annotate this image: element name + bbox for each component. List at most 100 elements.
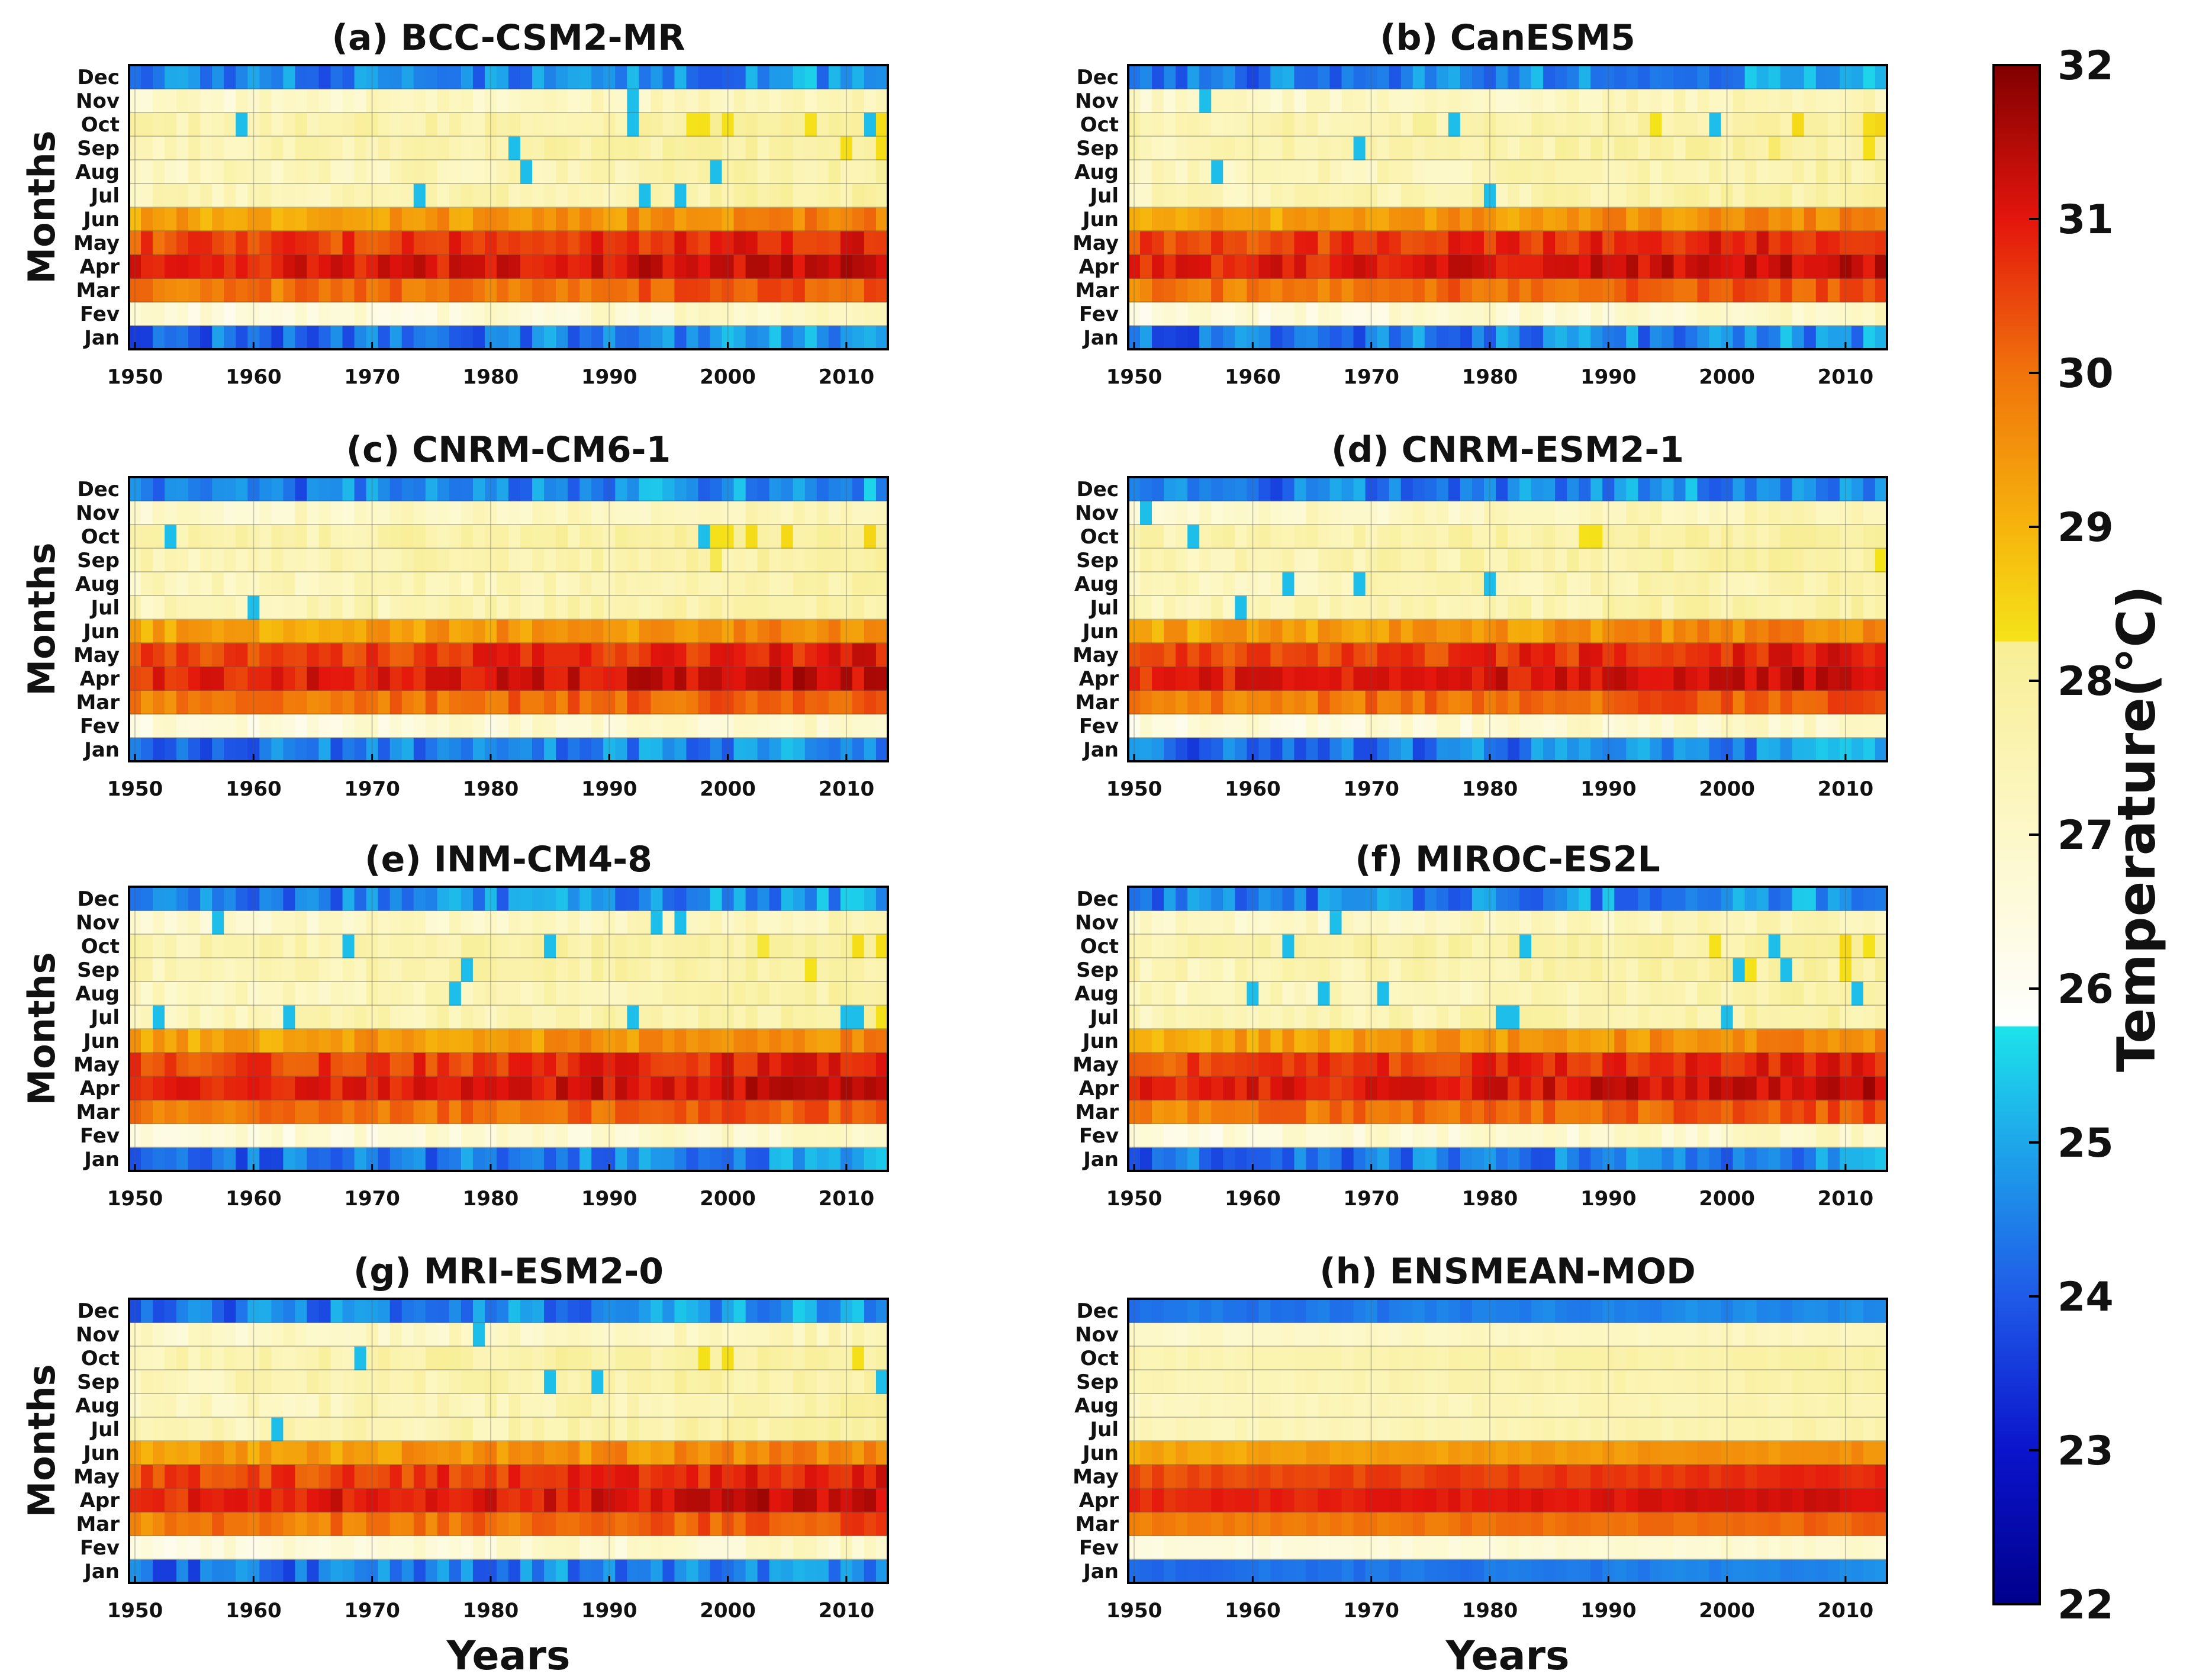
heatmap-cell [484, 548, 497, 572]
heatmap-cell [698, 690, 711, 715]
heatmap-cell [318, 1100, 331, 1124]
heatmap-cell [1697, 981, 1710, 1006]
heatmap-cell [1555, 326, 1567, 350]
heatmap-cell [1851, 302, 1864, 326]
heatmap-cell [212, 1076, 224, 1100]
heatmap-cell [1875, 1005, 1888, 1029]
heatmap-cell [508, 738, 521, 762]
heatmap-cell [366, 714, 379, 738]
heatmap-cell [544, 65, 556, 89]
heatmap-cell [1247, 887, 1259, 911]
heatmap-cell [165, 160, 177, 184]
heatmap-cell [639, 690, 651, 715]
heatmap-cell [236, 934, 248, 958]
heatmap-cell [165, 477, 177, 501]
heatmap-cell [354, 207, 367, 231]
heatmap-cell [200, 548, 212, 572]
heatmap-cell [698, 887, 711, 911]
heatmap-cell [733, 910, 746, 935]
heatmap-cell [1543, 738, 1556, 762]
heatmap-cell [472, 619, 485, 643]
heatmap-cell [271, 89, 284, 113]
heatmap-cell [1709, 738, 1722, 762]
heatmap-cell [165, 1417, 177, 1441]
heatmap-cell [141, 1417, 153, 1441]
heatmap-cell [271, 184, 284, 208]
heatmap-cell [496, 184, 509, 208]
heatmap-cell [1602, 1076, 1615, 1100]
heatmap-cell [615, 667, 627, 691]
heatmap-cell [295, 278, 308, 302]
heatmap-cell [224, 643, 236, 667]
heatmap-cell [674, 524, 687, 549]
heatmap-cell [1614, 184, 1627, 208]
heatmap-cell [1258, 160, 1271, 184]
x-tick-label: 1970 [1343, 777, 1399, 801]
heatmap-cell [1460, 255, 1473, 279]
heatmap-cell [176, 887, 189, 911]
heatmap-cell [1282, 887, 1295, 911]
heatmap-cell [1471, 596, 1485, 620]
heatmap-cell [1519, 136, 1532, 160]
heatmap-cell [686, 65, 699, 89]
heatmap-cell [318, 160, 331, 184]
heatmap-cell [852, 184, 865, 208]
heatmap-cell [1756, 1029, 1769, 1053]
heatmap-cell [532, 65, 545, 89]
heatmap-cell [1460, 1005, 1473, 1029]
heatmap-cell [828, 667, 841, 691]
heatmap-cell [153, 1441, 165, 1465]
heatmap-cell [1471, 501, 1485, 525]
heatmap-cell [283, 501, 296, 525]
heatmap-cell [1579, 958, 1591, 982]
heatmap-cell [1744, 596, 1757, 620]
heatmap-cell [484, 207, 497, 231]
heatmap-cell [188, 1488, 201, 1512]
heatmap-cell [1211, 136, 1223, 160]
heatmap-cell [1282, 184, 1295, 208]
heatmap-cell [1650, 1029, 1663, 1053]
heatmap-panel: 1950 1960 1970 1980 1990 2000 2010JanFevMarApr… [1073, 17, 1888, 389]
heatmap-cell [1495, 1124, 1508, 1148]
heatmap-cell [568, 524, 580, 549]
heatmap-cell [484, 1124, 497, 1148]
heatmap-cell [425, 326, 438, 350]
heatmap-cell [425, 302, 438, 326]
heatmap-cell [1140, 1029, 1152, 1053]
heatmap-cell [1318, 65, 1331, 89]
heatmap-cell [141, 934, 153, 958]
heatmap-cell [1128, 910, 1141, 935]
heatmap-cell [769, 643, 782, 667]
heatmap-cell [1673, 548, 1686, 572]
heatmap-cell [674, 958, 687, 982]
heatmap-cell [1697, 160, 1710, 184]
heatmap-cell [1294, 326, 1307, 350]
heatmap-cell [579, 501, 592, 525]
heatmap-cell [1863, 112, 1876, 137]
heatmap-cell [176, 65, 189, 89]
heatmap-cell [165, 1370, 177, 1394]
heatmap-cell [615, 231, 627, 255]
heatmap-cell [710, 1124, 723, 1148]
heatmap-cell [1768, 981, 1781, 1006]
heatmap-cell [828, 910, 841, 935]
heatmap-cell [1128, 524, 1141, 549]
heatmap-cell [1318, 738, 1331, 762]
heatmap-cell [153, 278, 165, 302]
heatmap-cell [639, 714, 651, 738]
heatmap-cell [1353, 326, 1366, 350]
heatmap-cell [1733, 934, 1746, 958]
heatmap-cell [1258, 207, 1271, 231]
heatmap-cell [200, 278, 212, 302]
heatmap-cell [1650, 548, 1663, 572]
heatmap-cell [342, 958, 355, 982]
heatmap-cell [1365, 231, 1378, 255]
heatmap-cell [295, 958, 308, 982]
heatmap-cell [1318, 501, 1331, 525]
heatmap-cell [1650, 302, 1663, 326]
heatmap-cell [875, 65, 888, 89]
heatmap-cell [1424, 958, 1437, 982]
heatmap-cell [1495, 958, 1508, 982]
heatmap-cell [1839, 326, 1852, 350]
heatmap-cell [781, 207, 794, 231]
